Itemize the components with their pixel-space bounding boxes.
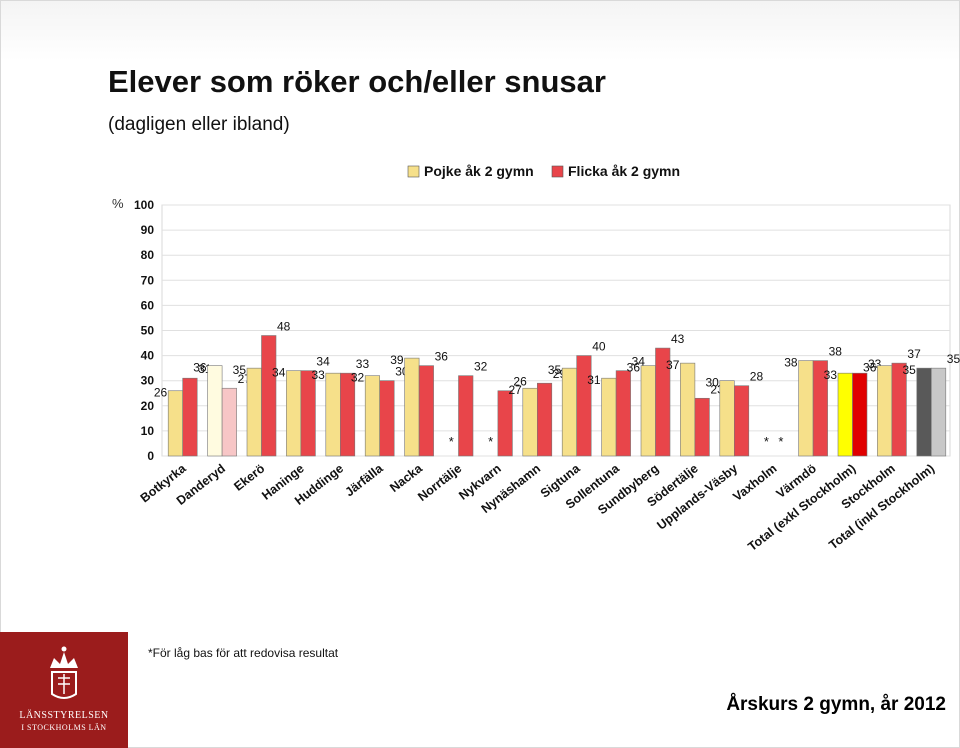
bar [852,372,868,457]
bar [458,375,474,457]
bar [655,347,671,457]
data-label: 33 [824,368,838,382]
suppressed-marker: * [764,434,769,449]
data-label: 31 [587,373,601,387]
bar [339,372,356,457]
y-axis-unit: % [112,196,124,211]
logo-text-line2: I STOCKHOLMS LÄN [21,723,107,732]
category-label: Järfälla [342,461,386,500]
data-label: 33 [311,368,325,382]
category-label: Norrtälje [415,461,464,504]
bar [930,367,947,457]
y-tick-label: 0 [147,449,154,463]
y-tick-label: 80 [141,248,155,262]
bar [364,375,381,457]
bar [680,362,696,457]
data-label: 37 [666,358,680,372]
bar [837,372,853,457]
data-label: 43 [671,332,685,346]
data-label: 28 [750,370,764,384]
bar [916,367,932,457]
bar [167,390,183,457]
data-label: 26 [513,375,527,389]
bar [246,367,262,457]
y-tick-label: 90 [141,223,155,237]
bar [418,365,434,457]
data-label: 40 [592,340,606,354]
data-label: 48 [277,320,291,334]
logo-text-line1: LÄNSSTYRELSEN [19,710,109,721]
bar [891,362,907,457]
bar [719,380,735,457]
bar [601,377,617,457]
legend-entry: Pojke åk 2 gymn [424,163,534,179]
data-label: 34 [632,355,646,369]
suppressed-marker: * [778,434,783,449]
data-label: 34 [272,366,286,380]
bar [379,380,395,457]
grade-year-label: Årskurs 2 gymn, år 2012 [726,694,946,715]
slide-title: Elever som röker och/eller snusar [108,64,606,99]
y-tick-label: 60 [141,298,155,312]
data-label: 36 [863,361,877,375]
data-label: 35 [233,363,247,377]
data-label: 36 [627,361,641,375]
bar [221,387,237,457]
suppressed-marker: * [449,434,454,449]
bar [207,365,223,457]
bar [561,367,578,457]
y-tick-label: 70 [141,273,155,287]
bar-chart: 0 10 20 30 40 50 60 70 80 90 100 Pojke åk 2 gymn Fli… [134,163,960,554]
data-label: 35 [947,352,960,366]
bar [536,382,553,457]
bar [286,370,302,457]
data-label: 33 [356,357,370,371]
bar [522,387,538,457]
data-label: 37 [907,347,921,361]
data-label: 36 [435,350,449,364]
data-label: 30 [705,376,719,390]
bar [877,365,893,457]
bar [497,390,513,457]
bar [404,357,420,457]
bar [640,365,656,457]
bar [798,360,814,457]
data-label: 36 [193,361,207,375]
slide-subtitle: (dagligen eller ibland) [108,114,290,135]
data-label: 34 [316,355,330,369]
data-label: 35 [548,363,562,377]
lansstyrelsen-logo: LÄNSSTYRELSEN I STOCKHOLMS LÄN [0,632,128,748]
y-tick-label: 10 [141,424,155,438]
legend-swatch [407,165,420,178]
data-label: 35 [902,363,916,377]
suppressed-marker: * [488,434,493,449]
footnote: *För låg bas för att redovisa resultat [148,646,339,660]
legend-swatch [551,165,564,178]
bar [182,377,198,457]
bar [576,355,592,457]
bar [325,372,341,457]
data-label: 32 [351,371,365,385]
category-label: Vaxholm [730,461,779,504]
bar [615,370,631,457]
data-label: 26 [154,386,168,400]
bar [300,370,316,457]
data-label: 27 [508,383,522,397]
bar [812,360,828,457]
bar [694,397,710,457]
y-tick-label: 40 [141,349,155,363]
bar [733,385,750,457]
y-tick-label: 20 [141,399,155,413]
y-tick-label: 100 [134,198,154,212]
data-label: 38 [829,345,843,359]
y-tick-label: 30 [141,374,155,388]
y-tick-label: 50 [141,324,155,338]
bar [261,335,277,457]
data-label: 39 [390,353,404,367]
crown-emblem-icon [50,646,78,699]
legend-entry: Flicka åk 2 gymn [568,163,680,179]
data-label: 32 [474,360,488,374]
data-label: 38 [784,356,798,370]
